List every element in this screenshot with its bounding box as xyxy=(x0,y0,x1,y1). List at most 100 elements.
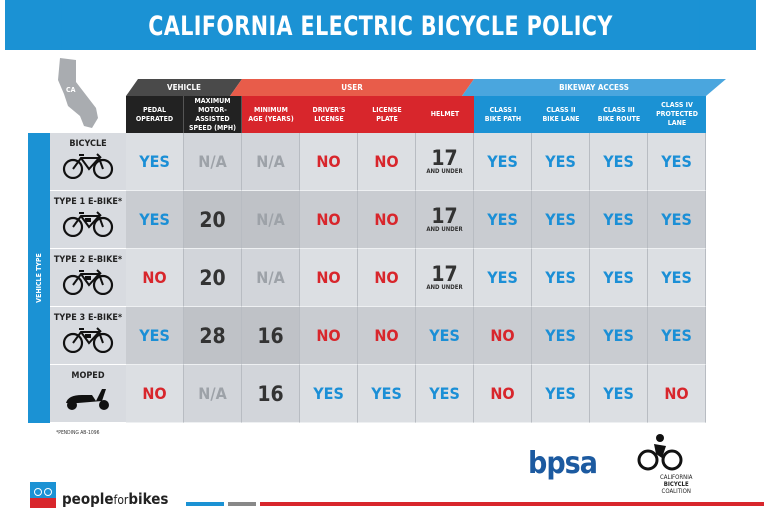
divider-gray xyxy=(228,502,256,506)
cell-value: N/A xyxy=(256,152,285,171)
table-cell: YES xyxy=(126,133,184,191)
table-cell: YES xyxy=(648,133,706,191)
row-label: MOPED xyxy=(50,365,126,423)
cell-value: YES xyxy=(603,326,634,345)
table-cell: YES xyxy=(474,191,532,249)
table-cell: YES xyxy=(416,307,474,365)
table-cell: NO xyxy=(474,365,532,423)
cell-value: NO xyxy=(374,210,399,229)
column-header: CLASS I BIKE PATH xyxy=(474,96,532,133)
state-label: CA xyxy=(66,86,76,94)
vehicle-type-label: VEHICLE TYPE xyxy=(35,253,43,303)
cell-value: NO xyxy=(374,326,399,345)
table-cell: NO xyxy=(358,307,416,365)
table-cell: NO xyxy=(300,191,358,249)
cell-value: YES xyxy=(603,268,634,287)
table-cell: 17 AND UNDER xyxy=(416,249,474,307)
table-cell: YES xyxy=(532,191,590,249)
cell-value: YES xyxy=(139,152,170,171)
cell-value: YES xyxy=(139,326,170,345)
table-cell: YES xyxy=(590,249,648,307)
table-cell: NO xyxy=(358,249,416,307)
table-cell: YES xyxy=(126,307,184,365)
table-cell: NO xyxy=(300,307,358,365)
cell-value: N/A xyxy=(256,268,285,287)
cell-value: YES xyxy=(371,384,402,403)
table-cell: N/A xyxy=(184,365,242,423)
cell-value: YES xyxy=(139,210,170,229)
column-header: CLASS III BIKE ROUTE xyxy=(590,96,648,133)
peopleforbikes-logo-icon xyxy=(30,482,56,508)
table-cell: 20 xyxy=(184,191,242,249)
group-header-vehicle: VEHICLE xyxy=(126,79,242,96)
column-header: MAXIMUM MOTOR-ASSISTED SPEED (MPH) xyxy=(184,96,242,133)
cell-value: YES xyxy=(661,268,692,287)
ebike-icon xyxy=(62,269,114,296)
cell-value: NO xyxy=(316,152,341,171)
table-cell: NO xyxy=(474,307,532,365)
column-header: LICENSE PLATE xyxy=(358,96,416,133)
cbc-logo-text: CALIFORNIA BICYCLE COALITION xyxy=(660,474,693,495)
cell-value: NO xyxy=(316,268,341,287)
cell-value: N/A xyxy=(256,210,285,229)
peopleforbikes-wordmark: peopleforbikes xyxy=(62,490,169,508)
cell-value: YES xyxy=(429,384,460,403)
cell-value: YES xyxy=(545,384,576,403)
cell-value: YES xyxy=(603,152,634,171)
table-cell: 17 AND UNDER xyxy=(416,133,474,191)
table-cell: N/A xyxy=(242,249,300,307)
cell-value: YES xyxy=(661,210,692,229)
table-cell: NO xyxy=(358,133,416,191)
cell-value: YES xyxy=(661,326,692,345)
cell-value: YES xyxy=(313,384,344,403)
table-cell: YES xyxy=(358,365,416,423)
vehicle-type-axis: VEHICLE TYPE xyxy=(28,133,50,423)
row-label: TYPE 2 E-BIKE* xyxy=(50,249,126,307)
vehicle-name: BICYCLE xyxy=(69,139,107,149)
table-cell: YES xyxy=(474,249,532,307)
cell-value: YES xyxy=(603,210,634,229)
table-cell: N/A xyxy=(242,191,300,249)
table-cell: NO xyxy=(648,365,706,423)
cell-subtext: AND UNDER xyxy=(426,284,463,291)
cell-value: 20 xyxy=(199,265,226,290)
vehicle-name: MOPED xyxy=(71,371,105,381)
table-cell: 28 xyxy=(184,307,242,365)
cell-value: YES xyxy=(545,210,576,229)
footnote: *PENDING AB-1096 xyxy=(56,430,100,436)
cell-value: YES xyxy=(545,326,576,345)
table-cell: YES xyxy=(532,133,590,191)
cell-subtext: AND UNDER xyxy=(426,226,463,233)
cell-value: 17 xyxy=(431,262,458,286)
page-title: CALIFORNIA ELECTRIC BICYCLE POLICY xyxy=(61,0,700,50)
column-header: HELMET xyxy=(416,96,474,133)
cell-value: NO xyxy=(316,210,341,229)
table-cell: 20 xyxy=(184,249,242,307)
california-map-icon: CA xyxy=(58,58,98,128)
cell-value: YES xyxy=(487,268,518,287)
table-cell: YES xyxy=(590,133,648,191)
table-cell: YES xyxy=(474,133,532,191)
table-cell: YES xyxy=(648,249,706,307)
cell-value: 17 xyxy=(431,146,458,170)
table-cell: NO xyxy=(300,133,358,191)
table-cell: YES xyxy=(648,191,706,249)
cell-value: NO xyxy=(142,268,167,287)
table-cell: YES xyxy=(590,365,648,423)
bicycle-icon xyxy=(62,153,114,180)
cell-value: 20 xyxy=(199,207,226,232)
cell-value: NO xyxy=(374,268,399,287)
group-header-user: USER xyxy=(230,79,474,96)
column-header: MINIMUM AGE (YEARS) xyxy=(242,96,300,133)
cell-value: NO xyxy=(142,384,167,403)
divider-blue xyxy=(186,502,224,506)
column-header: CLASS IV PROTECTED LANE xyxy=(648,96,706,133)
table-cell: NO xyxy=(126,249,184,307)
table-cell: YES xyxy=(300,365,358,423)
table-cell: N/A xyxy=(242,133,300,191)
cell-value: YES xyxy=(661,152,692,171)
table-cell: YES xyxy=(590,307,648,365)
moped-icon xyxy=(66,389,109,410)
vehicle-name: TYPE 3 E-BIKE* xyxy=(53,313,123,323)
cell-value: YES xyxy=(487,210,518,229)
